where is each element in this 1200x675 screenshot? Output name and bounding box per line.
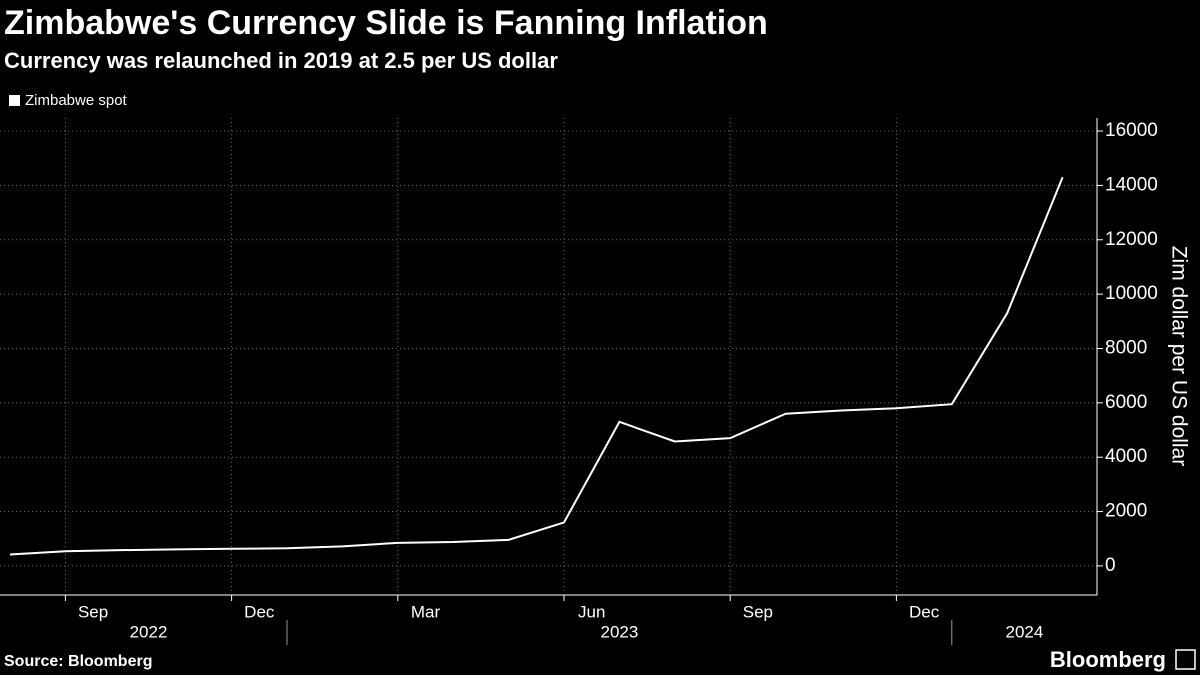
y-tick-label: 14000 [1105, 174, 1158, 195]
y-tick-label: 10000 [1105, 283, 1158, 304]
y-tick-label: 8000 [1105, 337, 1147, 358]
year-label: 2023 [600, 622, 638, 641]
x-tick-label: Sep [78, 602, 108, 621]
x-tick-label: Dec [244, 602, 275, 621]
brand: Bloomberg [1050, 647, 1166, 672]
y-axis-label: Zim dollar per US dollar [1167, 246, 1190, 467]
legend-label: Zimbabwe spot [25, 92, 128, 109]
year-label: 2022 [130, 622, 168, 641]
x-tick-label: Jun [578, 602, 605, 621]
y-tick-label: 16000 [1105, 120, 1158, 141]
x-tick-label: Mar [411, 602, 441, 621]
source: Source: Bloomberg [4, 653, 152, 670]
y-tick-label: 12000 [1105, 229, 1158, 250]
line [9, 176, 1064, 556]
y-tick-label: 2000 [1105, 501, 1147, 522]
x-tick-label: Sep [743, 602, 773, 621]
y-tick-label: 6000 [1105, 392, 1147, 413]
y-tick-label: 4000 [1105, 446, 1147, 467]
year-label: 2024 [1005, 622, 1043, 641]
chart-title: Zimbabwe's Currency Slide is Fanning Inf… [4, 4, 768, 42]
x-tick-label: Dec [909, 602, 940, 621]
chart-subtitle: Currency was relaunched in 2019 at 2.5 p… [4, 48, 558, 73]
legend-swatch [9, 95, 20, 106]
brand-icon [1175, 649, 1196, 670]
y-tick-label: 0 [1105, 555, 1116, 576]
